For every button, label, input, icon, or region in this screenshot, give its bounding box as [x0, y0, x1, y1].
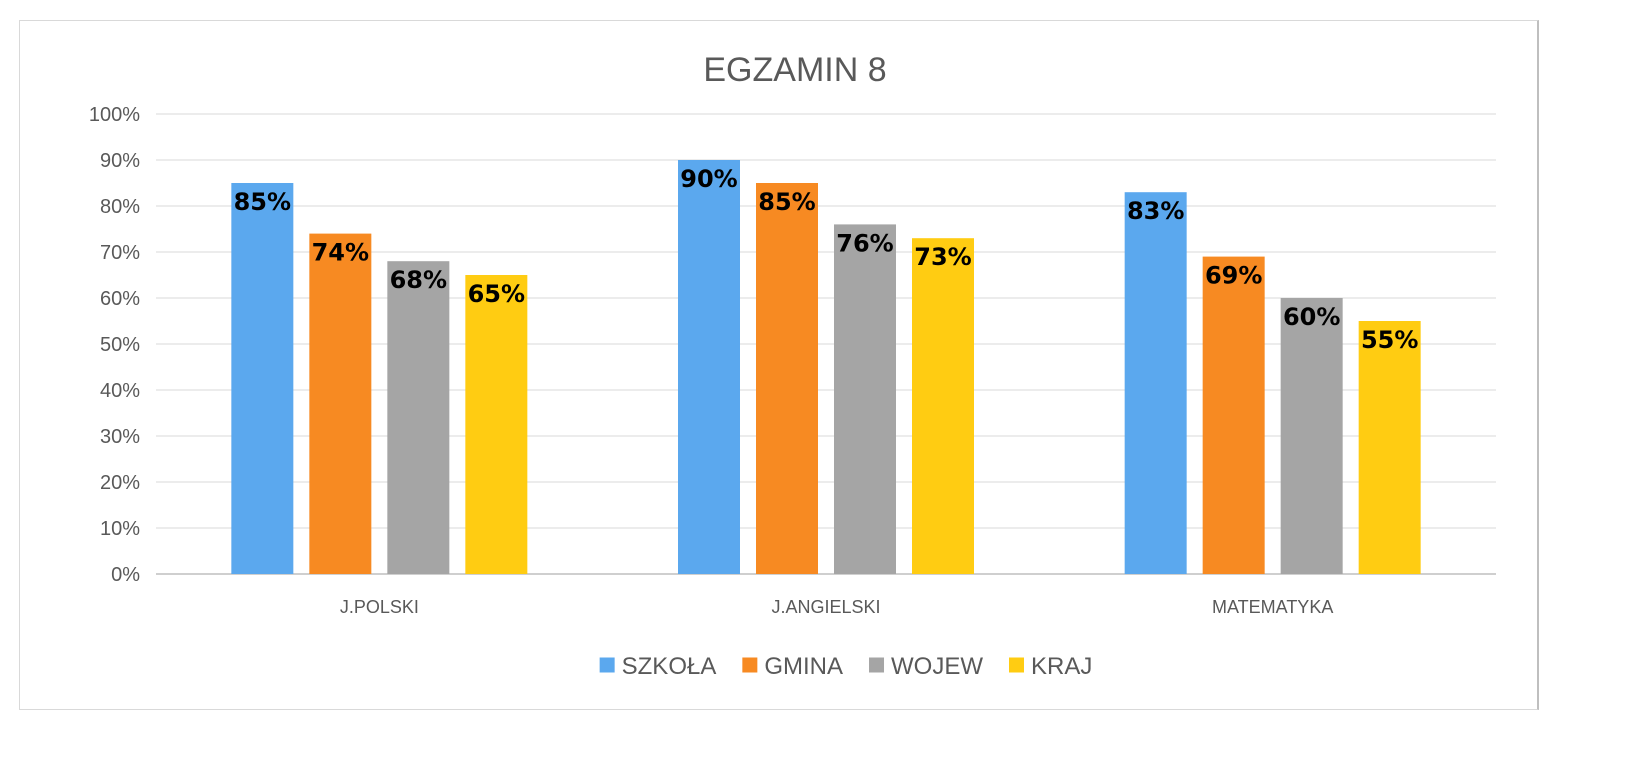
y-tick-label: 20% — [100, 472, 140, 494]
bar — [756, 183, 818, 574]
y-tick-label: 40% — [100, 380, 140, 402]
data-labels: 85% 74% 68% 65% 90% 85% 76% 73% 83% 69% 60% 55% — [234, 165, 1419, 354]
bar-chart: EGZAMIN 8 0% 10% 20% 30% 40% 50% 60% 70% 80% 90% 1… — [89, 51, 1496, 680]
legend-label: WOJEW — [891, 653, 983, 680]
chart-title: EGZAMIN 8 — [703, 51, 886, 89]
bar — [1358, 321, 1421, 574]
gridlines — [156, 113, 1496, 575]
data-label: 85% — [234, 188, 291, 216]
bar — [678, 160, 740, 574]
y-tick-label: 70% — [100, 242, 140, 264]
bar — [309, 233, 372, 574]
legend-label: KRAJ — [1031, 653, 1092, 680]
category-label: J.POLSKI — [340, 597, 419, 617]
bars — [231, 160, 1421, 574]
data-label: 60% — [1283, 303, 1340, 331]
legend-item: WOJEW — [869, 653, 983, 680]
bar — [834, 224, 896, 574]
bar — [465, 275, 528, 574]
data-label: 55% — [1361, 326, 1418, 354]
legend-item: SZKOŁA — [599, 653, 717, 680]
legend-swatch — [599, 657, 615, 673]
data-label: 73% — [914, 243, 971, 271]
data-label: 85% — [758, 188, 815, 216]
chart-frame: EGZAMIN 8 0% 10% 20% 30% 40% 50% 60% 70% 80% 90% 1… — [19, 20, 1539, 710]
bar — [1280, 298, 1343, 574]
y-tick-label: 0% — [111, 564, 140, 586]
data-label: 83% — [1127, 197, 1184, 225]
bar — [1202, 256, 1265, 574]
legend-item: KRAJ — [1009, 653, 1092, 680]
y-tick-label: 10% — [100, 518, 140, 540]
y-tick-label: 60% — [100, 288, 140, 310]
legend: SZKOŁA GMINA WOJEW KRAJ — [599, 653, 1092, 680]
legend-label: SZKOŁA — [622, 653, 717, 680]
legend-swatch — [1009, 657, 1024, 673]
data-label: 69% — [1205, 262, 1262, 290]
data-label: 90% — [680, 165, 737, 193]
legend-item: GMINA — [742, 653, 843, 680]
bar — [1124, 192, 1187, 574]
category-label: MATEMATYKA — [1212, 597, 1333, 617]
y-tick-label: 30% — [100, 426, 140, 448]
data-label: 68% — [390, 266, 447, 294]
y-tick-label: 100% — [89, 104, 140, 126]
y-tick-label: 50% — [100, 334, 140, 356]
y-axis-ticks: 0% 10% 20% 30% 40% 50% 60% 70% 80% 90% 100% — [89, 104, 140, 586]
data-label: 65% — [468, 280, 525, 308]
data-label: 76% — [836, 229, 893, 257]
bar — [387, 261, 450, 574]
x-axis-categories: J.POLSKI J.ANGIELSKI MATEMATYKA — [340, 597, 1334, 617]
y-tick-label: 90% — [100, 150, 140, 172]
bar — [231, 183, 294, 574]
data-label: 74% — [312, 239, 369, 267]
legend-swatch — [869, 657, 885, 673]
bar — [912, 238, 974, 574]
legend-label: GMINA — [764, 653, 843, 680]
category-label: J.ANGIELSKI — [771, 597, 880, 617]
y-tick-label: 80% — [100, 196, 140, 218]
legend-swatch — [742, 657, 758, 673]
